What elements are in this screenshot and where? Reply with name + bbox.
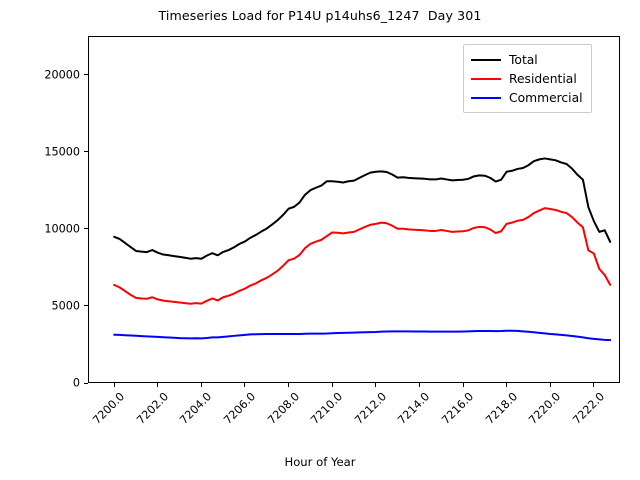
legend-swatch-commercial [471, 96, 501, 99]
x-tick-mark [200, 383, 202, 387]
legend-label-total: Total [509, 52, 538, 67]
x-tick-mark [549, 383, 551, 387]
legend-item-residential: Residential [471, 69, 583, 88]
x-tick-mark [244, 383, 246, 387]
legend-swatch-total [471, 58, 501, 61]
chart-legend: Total Residential Commercial [463, 44, 592, 113]
x-tick-mark [462, 383, 464, 387]
x-tick-mark [331, 383, 333, 387]
x-tick-mark [113, 383, 115, 387]
legend-item-commercial: Commercial [471, 88, 583, 107]
y-tick-mark [84, 305, 88, 307]
x-tick-mark [375, 383, 377, 387]
y-tick-label: 5000 [51, 299, 80, 313]
x-tick-mark [593, 383, 595, 387]
series-line-residential [113, 207, 612, 305]
x-tick-mark [506, 383, 508, 387]
x-tick-mark [288, 383, 290, 387]
legend-label-residential: Residential [509, 71, 577, 86]
series-line-commercial [113, 329, 612, 342]
y-tick-label: 20000 [44, 68, 80, 82]
y-tick-label: 0 [72, 376, 80, 390]
legend-item-total: Total [471, 50, 583, 69]
y-tick-mark [84, 382, 88, 384]
chart-lines [113, 157, 612, 342]
x-tick-mark [157, 383, 159, 387]
x-axis-label: Hour of Year [284, 455, 356, 469]
y-tick-mark [84, 151, 88, 153]
legend-label-commercial: Commercial [509, 90, 583, 105]
legend-swatch-residential [471, 77, 501, 80]
x-tick-mark [418, 383, 420, 387]
y-tick-label: 10000 [44, 222, 80, 236]
y-tick-label: 15000 [44, 145, 80, 159]
chart-title: Timeseries Load for P14U p14uhs6_1247 Da… [158, 8, 482, 23]
series-line-total [113, 157, 612, 260]
y-tick-mark [84, 74, 88, 76]
y-tick-mark [84, 228, 88, 230]
